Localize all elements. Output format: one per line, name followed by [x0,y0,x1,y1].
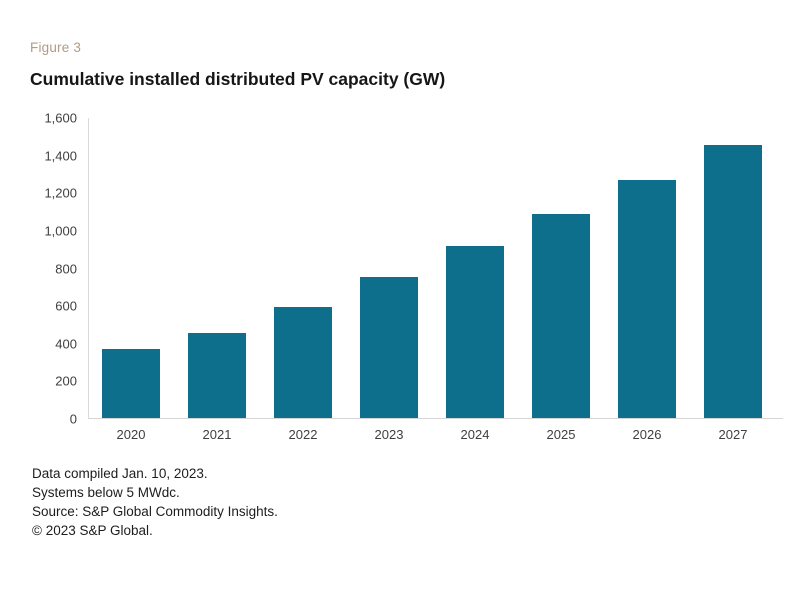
bar-2022 [274,307,332,418]
x-axis-tick-label: 2025 [546,427,576,442]
y-axis-tick-label: 1,600 [44,110,77,126]
figure-label: Figure 3 [30,40,82,55]
footnote-copyright: © 2023 S&P Global. [32,523,153,538]
bar-2020 [102,349,160,418]
bar-2027 [704,145,762,418]
y-axis-tick-label: 1,400 [44,148,77,164]
chart-title: Cumulative installed distributed PV capa… [30,69,446,89]
y-axis-tick-label: 0 [69,411,77,427]
footnote-data-compiled: Data compiled Jan. 10, 2023. [32,466,208,481]
footnotes: Data compiled Jan. 10, 2023. Systems bel… [32,464,783,540]
y-axis-tick-label: 1,000 [44,223,77,239]
x-axis-tick-label: 2023 [374,427,404,442]
x-axis-tick-label: 2027 [718,427,748,442]
y-axis-tick-label: 400 [55,336,77,352]
x-axis: 2020 2021 2022 2023 2024 2025 2026 2027 [89,427,783,442]
y-axis-tick-label: 1,200 [44,185,77,201]
x-axis-tick-label: 2021 [202,427,232,442]
x-axis-tick-label: 2022 [288,427,318,442]
bar-2026 [618,180,676,418]
x-axis-tick-label: 2020 [116,427,146,442]
bar-chart: 0 200 400 600 800 1,000 1,200 1,400 1,600 [30,111,783,427]
y-axis: 0 200 400 600 800 1,000 1,200 1,400 1,600 [30,111,88,427]
bar-2023 [360,276,418,418]
bar-2024 [446,245,504,418]
plot-area [88,118,783,419]
bar-2021 [188,333,246,418]
y-axis-tick-label: 600 [55,298,77,314]
x-axis-tick-label: 2026 [632,427,662,442]
footnote-source: Source: S&P Global Commodity Insights. [32,504,278,519]
footnote-systems: Systems below 5 MWdc. [32,485,180,500]
bar-2025 [532,213,590,418]
x-axis-tick-label: 2024 [460,427,490,442]
y-axis-tick-label: 800 [55,261,77,276]
y-axis-tick-label: 200 [55,373,77,389]
